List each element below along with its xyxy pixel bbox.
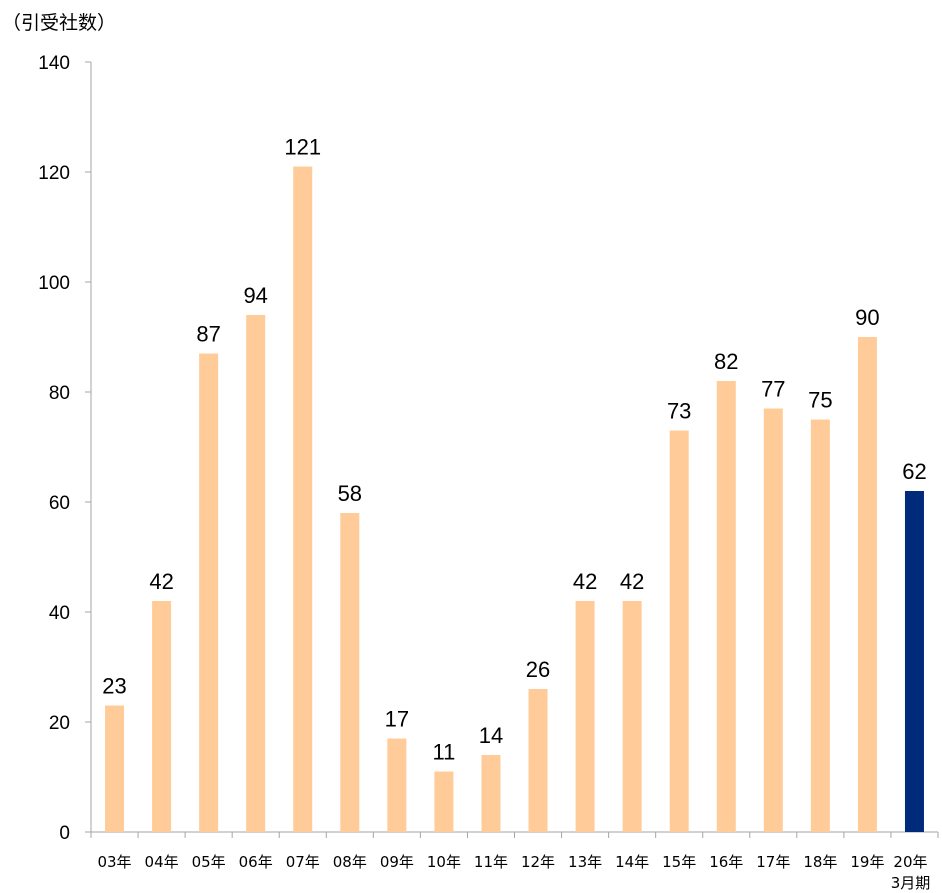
x-tick-label: 15年 xyxy=(662,853,696,871)
x-tick-label: 08年 xyxy=(333,853,367,871)
bar xyxy=(387,738,407,832)
bar-value-label: 87 xyxy=(196,322,220,347)
chart-bars xyxy=(105,166,924,832)
x-tick-label: 14年 xyxy=(615,853,649,871)
bar-value-label: 42 xyxy=(149,569,173,594)
y-tick-label: 60 xyxy=(49,493,70,514)
x-tick-label: 06年 xyxy=(239,853,273,871)
x-tick-label-suffix: 3月期 xyxy=(891,874,931,892)
bar xyxy=(904,491,924,832)
bar-value-label: 23 xyxy=(102,674,126,699)
x-tick-label: 17年 xyxy=(756,853,790,871)
y-tick-label: 0 xyxy=(59,823,70,844)
y-tick-label: 40 xyxy=(49,603,70,624)
bar xyxy=(810,419,830,832)
bar xyxy=(622,601,642,832)
x-tick-label: 03年 xyxy=(97,853,131,871)
x-tick-label: 09年 xyxy=(380,853,414,871)
bar xyxy=(199,353,219,832)
bar-value-label: 73 xyxy=(667,399,691,424)
bar xyxy=(481,755,501,832)
data-labels: 23 42 87 94 121 58 17 11 14 26 42 42 73 82 77 75 90 62 xyxy=(102,135,926,765)
bar xyxy=(528,689,548,832)
x-tick-labels: 03年 04年 05年 06年 07年 08年 09年 10年 11年 12年 13年 14年 15年 1… xyxy=(97,853,930,892)
chart-axes: 0 20 40 60 80 100 120 140 xyxy=(38,53,939,844)
bar-value-label: 17 xyxy=(385,707,409,732)
bar xyxy=(340,513,360,832)
bar-value-label: 42 xyxy=(620,569,644,594)
y-tick-label: 140 xyxy=(38,53,70,74)
bar-value-label: 14 xyxy=(479,723,503,748)
bar-value-label: 62 xyxy=(902,459,926,484)
bar-value-label: 82 xyxy=(714,349,738,374)
x-tick-label: 12年 xyxy=(521,853,555,871)
y-tick-label: 20 xyxy=(49,713,70,734)
bar-value-label: 58 xyxy=(338,481,362,506)
bar-value-label: 75 xyxy=(808,388,832,413)
bar xyxy=(716,381,736,832)
x-tick-label: 20年 xyxy=(893,853,927,871)
bar xyxy=(434,771,454,832)
x-tick-label: 05年 xyxy=(192,853,226,871)
bar-value-label: 94 xyxy=(243,283,267,308)
bar xyxy=(152,601,172,832)
bar xyxy=(763,408,783,832)
bar-value-label: 42 xyxy=(573,569,597,594)
bar-value-label: 11 xyxy=(432,740,455,765)
x-tick-label: 10年 xyxy=(427,853,461,871)
y-tick-label: 120 xyxy=(38,163,70,184)
x-tick-label: 19年 xyxy=(850,853,884,871)
bar xyxy=(105,705,125,832)
y-tick-label: 80 xyxy=(49,383,70,404)
x-tick-label: 16年 xyxy=(709,853,743,871)
y-axis-unit-label: （引受社数） xyxy=(2,12,117,34)
bar xyxy=(857,337,877,832)
x-tick-label: 07年 xyxy=(286,853,320,871)
bar xyxy=(293,166,313,832)
bar-value-label: 121 xyxy=(284,135,321,160)
bar xyxy=(575,601,595,832)
x-tick-label: 13年 xyxy=(568,853,602,871)
bar xyxy=(246,315,266,832)
y-tick-label: 100 xyxy=(38,273,70,294)
bar xyxy=(669,430,689,832)
x-tick-label: 04年 xyxy=(145,853,179,871)
x-tick-label: 18年 xyxy=(803,853,837,871)
bar-value-label: 26 xyxy=(526,657,550,682)
bar-value-label: 77 xyxy=(761,377,785,402)
x-tick-label: 11年 xyxy=(474,853,508,871)
bar-value-label: 90 xyxy=(855,305,879,330)
